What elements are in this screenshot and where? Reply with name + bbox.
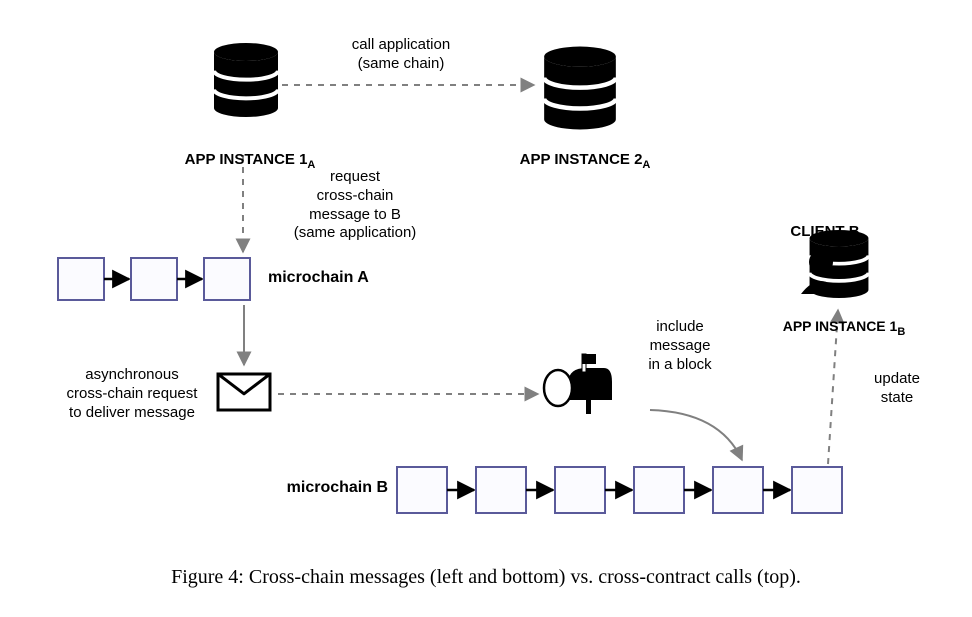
label-include-message: include message in a block bbox=[620, 318, 740, 374]
microchain-b-blocks bbox=[397, 467, 842, 513]
label-client-b: CLIENT B bbox=[760, 223, 890, 242]
label-update-state: update state bbox=[852, 370, 942, 408]
database-icon bbox=[544, 47, 616, 130]
label-microchain-a: microchain A bbox=[268, 268, 398, 288]
arrow-a_include bbox=[650, 410, 742, 460]
label-request-cross-chain: request cross-chain message to B (same a… bbox=[270, 168, 440, 243]
microchain-a-blocks bbox=[58, 258, 250, 300]
label-app-instance-1b: APP INSTANCE 1B bbox=[758, 300, 930, 339]
label-app-instance-2a: APP INSTANCE 2A bbox=[490, 132, 680, 173]
label-microchain-b: microchain B bbox=[258, 478, 388, 498]
figure-caption: Figure 4: Cross-chain messages (left and… bbox=[68, 565, 904, 590]
label-async-request: asynchronous cross-chain request to deli… bbox=[52, 366, 212, 422]
label-app-instance-1a: APP INSTANCE 1A bbox=[160, 132, 340, 173]
mailbox-icon bbox=[544, 354, 612, 414]
envelope-icon bbox=[218, 374, 270, 410]
label-call-application: call application (same chain) bbox=[316, 36, 486, 74]
database-icon bbox=[214, 43, 278, 117]
